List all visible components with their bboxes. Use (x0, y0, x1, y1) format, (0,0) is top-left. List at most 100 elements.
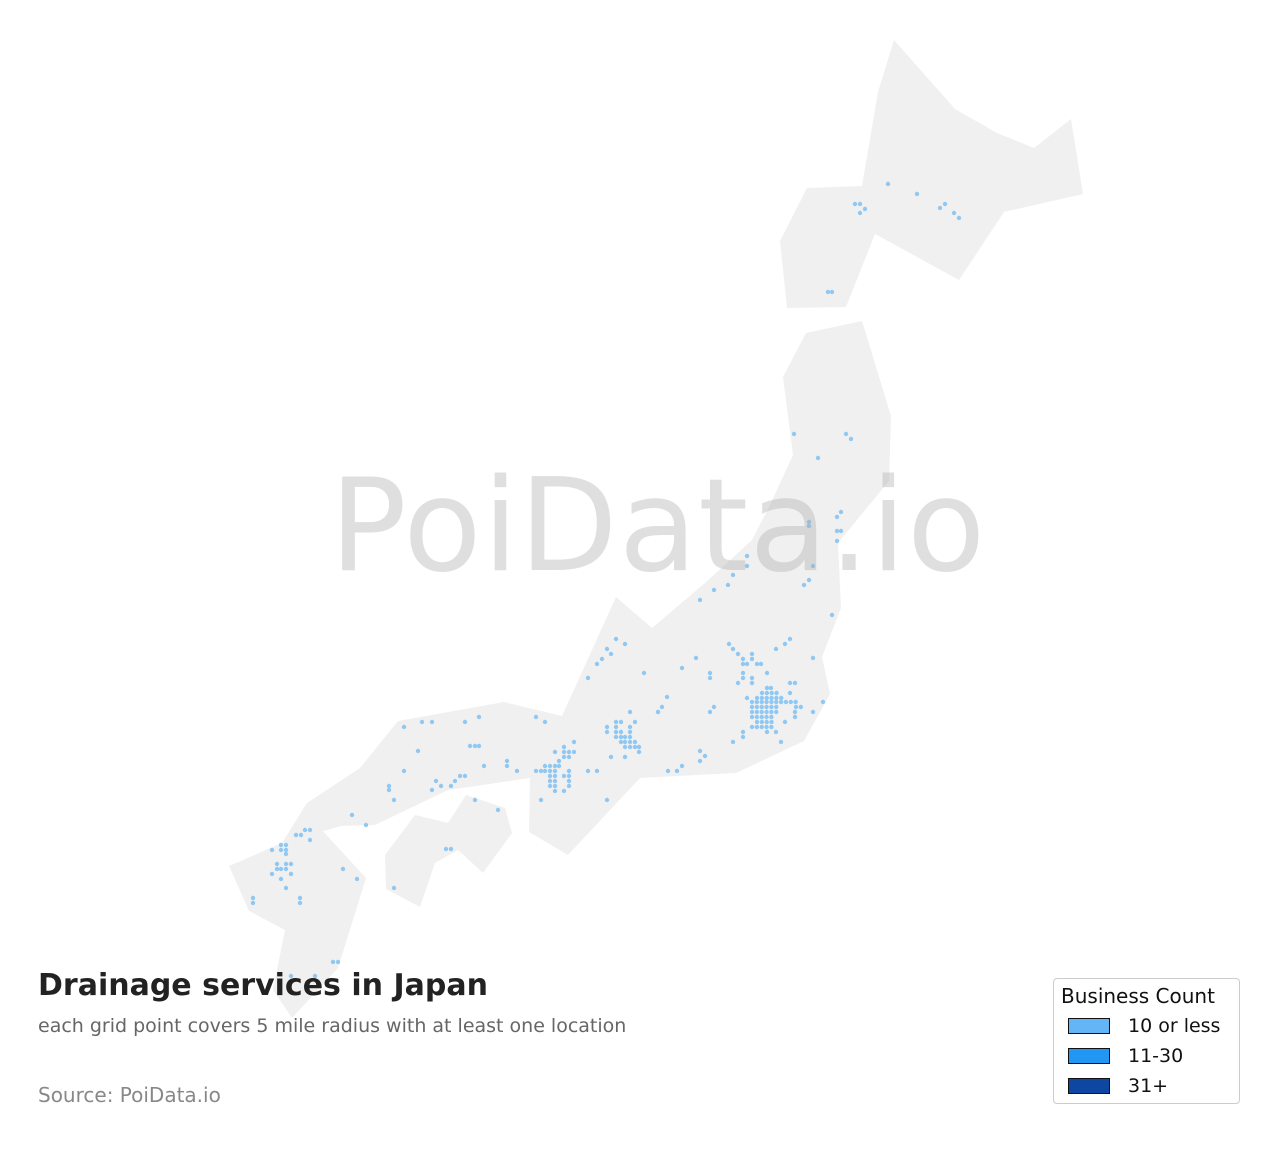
grid-point (604, 797, 610, 803)
grid-point (787, 690, 793, 696)
grid-point (782, 719, 788, 725)
grid-point (307, 837, 313, 843)
grid-point (481, 763, 487, 769)
grid-point (829, 289, 835, 295)
grid-point (764, 724, 769, 730)
grid-point (754, 661, 760, 667)
grid-point (556, 758, 562, 764)
grid-point (754, 724, 760, 730)
grid-point (707, 675, 713, 681)
grid-point (759, 709, 764, 715)
grid-point (759, 724, 764, 730)
grid-point (283, 861, 289, 867)
grid-point (697, 758, 703, 764)
grid-point (779, 695, 784, 701)
grid-point (622, 744, 628, 750)
grid-point (769, 695, 774, 701)
grid-point (297, 900, 303, 906)
grid-point (749, 680, 755, 686)
grid-point (622, 734, 628, 740)
legend-item-high: 31+ (1068, 1075, 1168, 1097)
grid-point (462, 719, 468, 725)
grid-point (608, 754, 614, 760)
grid-point (740, 734, 746, 740)
grid-point (622, 739, 628, 745)
grid-point (764, 714, 769, 720)
land-layer (229, 40, 1083, 1018)
grid-point (391, 797, 397, 803)
grid-point (538, 768, 544, 774)
grid-point (632, 719, 638, 725)
grid-point (810, 655, 816, 661)
island-honshu (282, 321, 891, 855)
grid-point (730, 646, 736, 652)
grid-point (618, 729, 624, 735)
grid-point (764, 685, 770, 691)
grid-point (764, 709, 769, 715)
grid-point (608, 651, 614, 657)
grid-point (778, 699, 784, 705)
grid-point (561, 754, 567, 760)
island-kyushu (229, 828, 366, 1018)
grid-point (740, 729, 746, 735)
grid-point (749, 656, 755, 662)
grid-point (561, 744, 567, 750)
grid-point (627, 734, 633, 740)
grid-point (834, 538, 840, 544)
grid-point (552, 773, 558, 779)
grid-point (566, 749, 572, 755)
grid-point (288, 861, 294, 867)
grid-point (566, 783, 572, 789)
grid-point (613, 734, 619, 740)
grid-point (278, 866, 284, 872)
grid-point (885, 181, 891, 187)
grid-point (764, 729, 770, 735)
grid-point (759, 719, 765, 725)
grid-point (538, 797, 544, 803)
grid-point (773, 646, 779, 652)
grid-point (561, 788, 567, 794)
grid-point (769, 709, 774, 715)
grid-point (848, 436, 854, 442)
grid-point (801, 582, 807, 588)
grid-point (547, 773, 553, 779)
grid-point (788, 699, 793, 705)
grid-point (838, 509, 844, 515)
grid-point (754, 714, 760, 720)
legend: Business Count 10 or less 11-30 31+ (1053, 978, 1240, 1104)
grid-point (641, 670, 647, 676)
grid-point (391, 885, 397, 891)
grid-point (679, 665, 685, 671)
grid-point (452, 778, 458, 784)
grid-point (956, 215, 962, 221)
grid-point (769, 714, 774, 720)
grid-point (749, 714, 755, 720)
grid-point (571, 739, 577, 745)
legend-swatch (1068, 1078, 1110, 1094)
grid-point (754, 709, 760, 715)
legend-label: 31+ (1128, 1075, 1169, 1097)
grid-point (702, 753, 708, 759)
grid-point (810, 709, 816, 715)
grid-point (730, 739, 736, 745)
grid-point (354, 876, 360, 882)
grid-point (302, 827, 308, 833)
grid-point (288, 871, 294, 877)
grid-point (655, 709, 661, 715)
grid-point (552, 768, 558, 774)
grid-point (533, 714, 539, 720)
grid-point (774, 699, 779, 705)
grid-point (820, 699, 826, 705)
grid-point (429, 787, 435, 793)
grid-point (457, 773, 463, 779)
island-shikoku (385, 795, 512, 907)
grid-point (618, 739, 624, 745)
grid-point (744, 695, 750, 701)
grid-point (815, 455, 821, 461)
grid-point (552, 788, 558, 794)
grid-point (542, 719, 548, 725)
grid-point (386, 787, 392, 793)
grid-point (769, 699, 774, 705)
grid-point (448, 846, 454, 852)
